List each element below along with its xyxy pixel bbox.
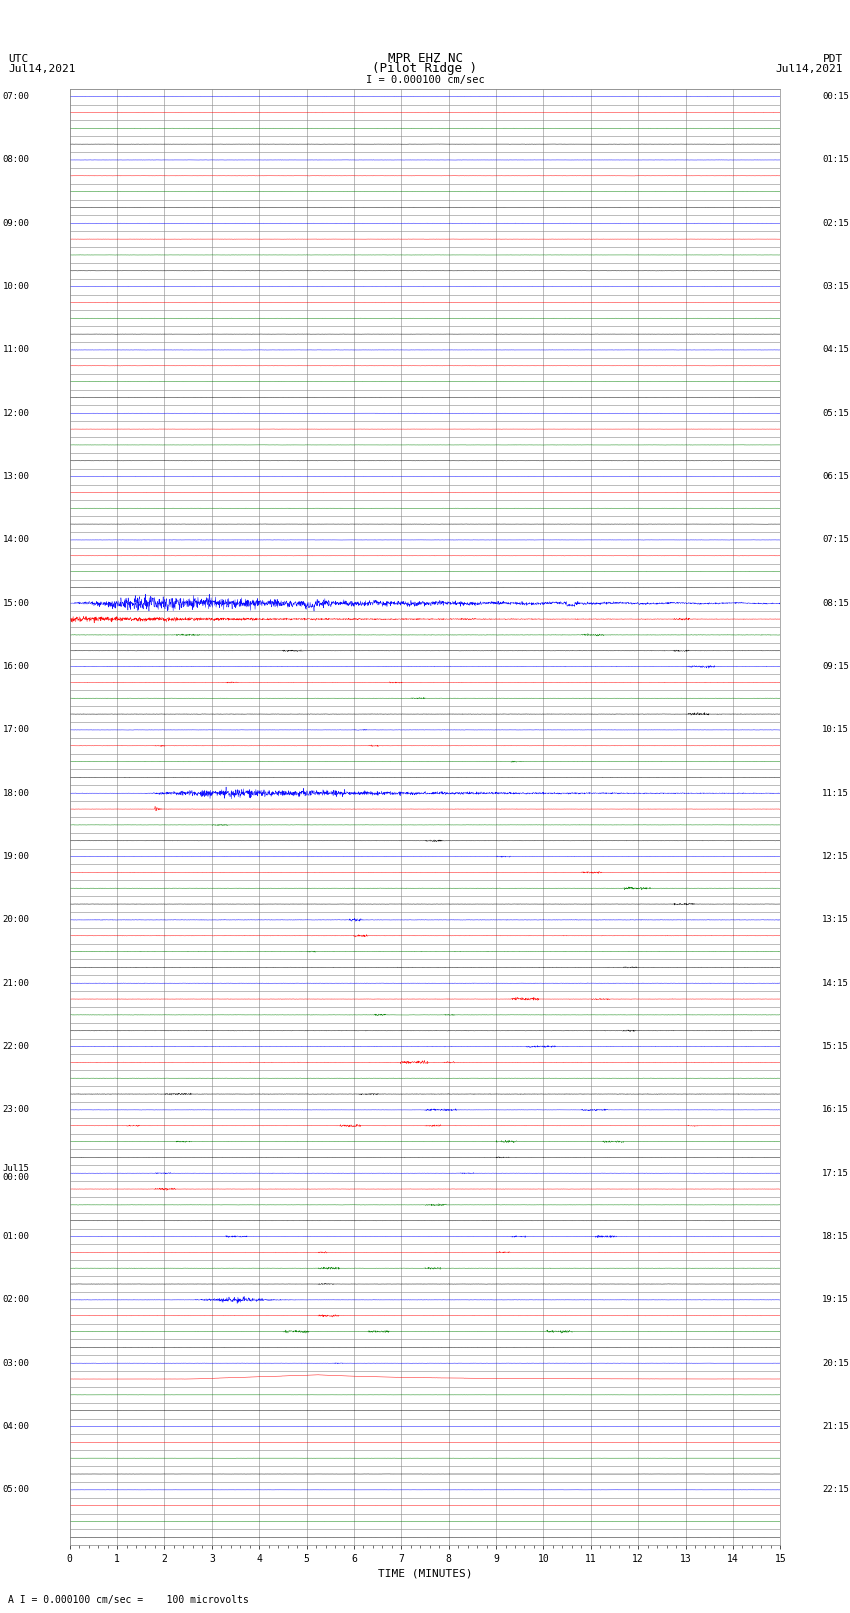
Text: 17:15: 17:15 (822, 1169, 849, 1177)
Text: 17:00: 17:00 (3, 726, 30, 734)
Text: 03:00: 03:00 (3, 1358, 30, 1368)
Text: 02:15: 02:15 (822, 219, 849, 227)
Text: 16:00: 16:00 (3, 661, 30, 671)
Text: 00:15: 00:15 (822, 92, 849, 102)
Text: 20:15: 20:15 (822, 1358, 849, 1368)
Text: 18:00: 18:00 (3, 789, 30, 798)
Text: 14:15: 14:15 (822, 979, 849, 987)
Text: 22:00: 22:00 (3, 1042, 30, 1052)
Text: 08:15: 08:15 (822, 598, 849, 608)
Text: 11:15: 11:15 (822, 789, 849, 798)
Text: 01:00: 01:00 (3, 1232, 30, 1240)
Text: 05:00: 05:00 (3, 1486, 30, 1494)
Text: 07:15: 07:15 (822, 536, 849, 545)
Text: 18:15: 18:15 (822, 1232, 849, 1240)
Text: 05:15: 05:15 (822, 408, 849, 418)
Text: 16:15: 16:15 (822, 1105, 849, 1115)
X-axis label: TIME (MINUTES): TIME (MINUTES) (377, 1568, 473, 1579)
Text: 10:00: 10:00 (3, 282, 30, 290)
Text: 09:15: 09:15 (822, 661, 849, 671)
Text: 01:15: 01:15 (822, 155, 849, 165)
Text: 14:00: 14:00 (3, 536, 30, 545)
Text: 10:15: 10:15 (822, 726, 849, 734)
Text: 12:00: 12:00 (3, 408, 30, 418)
Text: 02:00: 02:00 (3, 1295, 30, 1305)
Text: 19:00: 19:00 (3, 852, 30, 861)
Text: 12:15: 12:15 (822, 852, 849, 861)
Text: Jul15
00:00: Jul15 00:00 (3, 1165, 30, 1182)
Text: 04:00: 04:00 (3, 1423, 30, 1431)
Text: 06:15: 06:15 (822, 473, 849, 481)
Text: 04:15: 04:15 (822, 345, 849, 355)
Text: MPR EHZ NC: MPR EHZ NC (388, 52, 462, 65)
Text: 08:00: 08:00 (3, 155, 30, 165)
Text: UTC: UTC (8, 53, 29, 65)
Text: Jul14,2021: Jul14,2021 (776, 65, 843, 74)
Text: 21:00: 21:00 (3, 979, 30, 987)
Text: (Pilot Ridge ): (Pilot Ridge ) (372, 61, 478, 76)
Text: 23:00: 23:00 (3, 1105, 30, 1115)
Text: 03:15: 03:15 (822, 282, 849, 290)
Text: 15:00: 15:00 (3, 598, 30, 608)
Text: 11:00: 11:00 (3, 345, 30, 355)
Text: 13:15: 13:15 (822, 916, 849, 924)
Text: 22:15: 22:15 (822, 1486, 849, 1494)
Text: A I = 0.000100 cm/sec =    100 microvolts: A I = 0.000100 cm/sec = 100 microvolts (8, 1595, 249, 1605)
Text: 07:00: 07:00 (3, 92, 30, 102)
Text: Jul14,2021: Jul14,2021 (8, 65, 76, 74)
Text: 13:00: 13:00 (3, 473, 30, 481)
Text: 21:15: 21:15 (822, 1423, 849, 1431)
Text: I = 0.000100 cm/sec: I = 0.000100 cm/sec (366, 74, 484, 84)
Text: 20:00: 20:00 (3, 916, 30, 924)
Text: PDT: PDT (823, 53, 843, 65)
Text: 09:00: 09:00 (3, 219, 30, 227)
Text: 19:15: 19:15 (822, 1295, 849, 1305)
Text: 15:15: 15:15 (822, 1042, 849, 1052)
